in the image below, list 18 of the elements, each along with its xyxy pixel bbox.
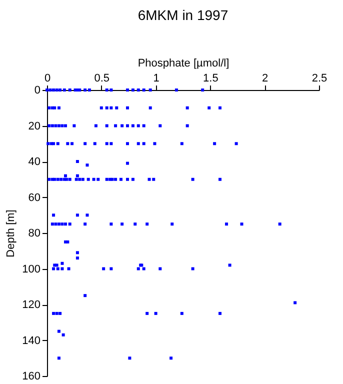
y-tick-label: 40 <box>28 156 40 168</box>
y-tick-label: 100 <box>22 263 40 276</box>
x-tick-label: 0 <box>44 72 51 84</box>
y-tick-label: 140 <box>22 334 40 347</box>
y-tick-label: 0 <box>34 84 40 96</box>
y-tick-label: 60 <box>28 192 40 204</box>
x-axis-title: Phosphate [µmol/l] <box>138 58 230 70</box>
x-tick-label: 2.5 <box>312 72 328 84</box>
chart-title: 6MKM in 1997 <box>138 7 228 23</box>
x-tick-label: 1.5 <box>203 72 218 84</box>
y-tick-label: 20 <box>28 120 40 132</box>
y-tick-label: 120 <box>22 299 40 311</box>
y-axis-title: Depth [m] <box>5 210 18 258</box>
x-tick-label: 0.5 <box>94 72 110 84</box>
x-tick-label: 1 <box>153 72 160 84</box>
x-tick-label: 2 <box>262 72 268 84</box>
y-tick-label: 160 <box>22 370 40 382</box>
y-tick-label: 80 <box>28 228 40 240</box>
